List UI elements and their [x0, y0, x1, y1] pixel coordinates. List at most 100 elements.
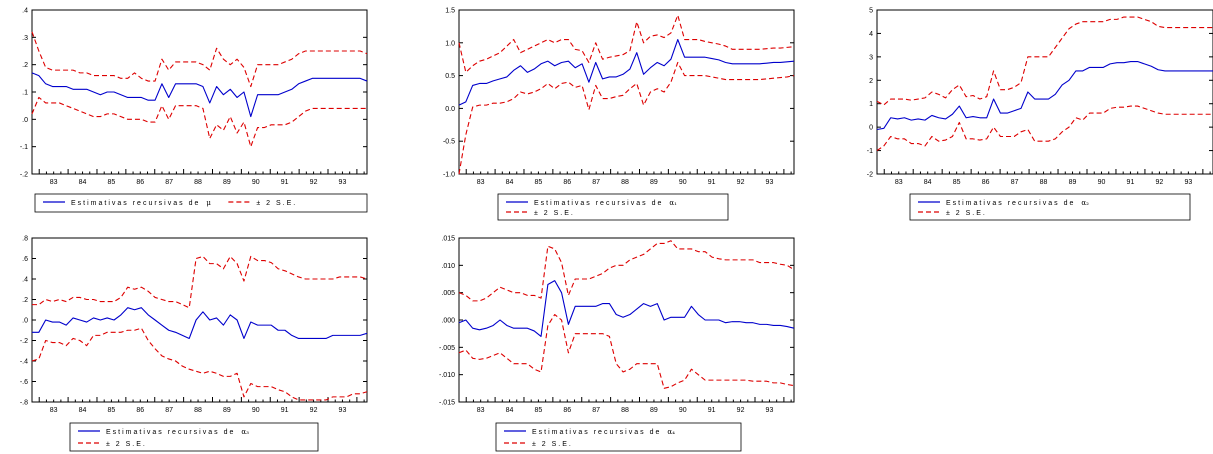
x-tick-label: 93 [1184, 179, 1192, 186]
legend-band-label: ± 2 S.E. [532, 441, 573, 448]
legend-estimate-label: Estimativas recursivas de [106, 429, 235, 436]
y-tick-label: 2 [869, 78, 873, 85]
upper-band-line [458, 240, 795, 302]
y-tick-label: -.6 [20, 379, 28, 386]
legend-estimate-symbol: μ [206, 199, 211, 207]
x-tick-label: 83 [477, 179, 485, 186]
y-tick-label: .1 [22, 90, 28, 97]
x-tick-label: 91 [1127, 179, 1135, 186]
chart-panel-5: .015 .010 .005 .000 -.005 -.010 -.015 83 84 85 86 8… [439, 236, 795, 452]
lower-band-line [458, 61, 795, 175]
x-tick-label: 85 [108, 407, 116, 414]
x-tick-label: 88 [194, 179, 202, 186]
x-tick-label: 87 [1011, 179, 1019, 186]
y-tick-label: .2 [22, 297, 28, 304]
y-tick-label: .005 [441, 290, 455, 297]
legend-frame [497, 193, 729, 221]
x-tick-label: 85 [535, 179, 543, 186]
upper-band-line [458, 14, 795, 73]
x-tick-label: 93 [339, 179, 347, 186]
y-tick-label: -.4 [20, 359, 28, 366]
x-tick-label: 83 [50, 407, 58, 414]
y-tick-label: 1.5 [445, 8, 455, 15]
y-tick-label: -.8 [20, 400, 28, 407]
legend-estimate-symbol: α₄ [667, 428, 675, 436]
y-tick-label: -0.5 [443, 139, 455, 146]
y-tick-label: 0 [869, 125, 873, 132]
y-tick-label: .6 [22, 256, 28, 263]
estimate-line [458, 38, 795, 106]
y-tick-label: .015 [441, 236, 455, 243]
x-tick-label: 90 [679, 179, 687, 186]
lower-band-line [458, 313, 795, 389]
legend-band-label: ± 2 S.E. [946, 210, 987, 217]
x-tick-label: 89 [650, 407, 658, 414]
x-tick-label: 92 [310, 179, 318, 186]
y-tick-label: .3 [22, 35, 28, 42]
estimate-line [32, 307, 368, 339]
plot-frame [31, 9, 368, 175]
chart-panel-3: 5 4 3 2 1 0 -1 -2 83 84 85 86 87 88 89 90 91 92 93 Estimati… [867, 8, 1213, 221]
legend: Estimativas recursivas de α₂ ± 2 S.E. [909, 193, 1191, 221]
estimate-line [31, 72, 368, 118]
legend: Estimativas recursivas de α₁ ± 2 S.E. [497, 193, 729, 221]
y-tick-label: .0 [22, 117, 28, 124]
legend-band-label: ± 2 S.E. [534, 210, 575, 217]
upper-band-line [32, 255, 368, 309]
legend-band-label: ± 2 S.E. [106, 441, 147, 448]
legend: Estimativas recursivas de α₃ ± 2 S.E. [69, 422, 319, 452]
x-tick-label: 86 [136, 179, 144, 186]
x-tick-label: 88 [621, 407, 629, 414]
y-tick-label: .8 [22, 236, 28, 243]
y-tick-label: 1 [869, 101, 873, 108]
y-tick-label: 4 [869, 31, 873, 38]
x-tick-label: 89 [223, 179, 231, 186]
estimate-line [876, 60, 1213, 131]
x-tick-label: 91 [281, 179, 289, 186]
x-tick-label: 91 [281, 407, 289, 414]
x-tick-label: 90 [252, 407, 260, 414]
y-tick-label: 1.0 [445, 40, 455, 47]
legend-frame [495, 422, 742, 452]
legend: Estimativas recursivas de μ ± 2 S.E. [34, 193, 368, 213]
plot-frame [876, 9, 1213, 175]
x-tick-label: 87 [592, 179, 600, 186]
x-tick-label: 93 [766, 407, 774, 414]
y-tick-label: -.015 [439, 400, 455, 407]
legend-estimate-symbol: α₃ [241, 428, 249, 436]
y-tick-label: -1 [867, 148, 873, 155]
legend-frame [909, 193, 1191, 221]
upper-band-line [31, 31, 368, 88]
lower-band-line [31, 327, 368, 401]
x-tick-label: 86 [982, 179, 990, 186]
x-tick-label: 88 [194, 407, 202, 414]
chart-panel-4: .8 .6 .4 .2 .0 -.2 -.4 -.6 -.8 83 84 85 86 87 88 89 90 91… [20, 236, 368, 452]
x-tick-label: 92 [310, 407, 318, 414]
x-tick-label: 87 [165, 407, 173, 414]
x-tick-label: 86 [563, 179, 571, 186]
y-tick-label: -2 [867, 172, 873, 179]
y-tick-label: -.005 [439, 345, 455, 352]
upper-band-line [876, 16, 1213, 106]
chart-panel-2: 1.5 1.0 0.5 0.0 -0.5 -1.0 83 84 85 86 87 88 89 90 91 92… [443, 8, 795, 221]
x-tick-label: 93 [766, 179, 774, 186]
y-tick-label: 5 [869, 8, 873, 15]
y-tick-label: -1.0 [443, 172, 455, 179]
y-tick-label: .4 [22, 277, 28, 284]
x-tick-label: 92 [737, 179, 745, 186]
y-tick-label: 3 [869, 54, 873, 61]
x-tick-label: 90 [252, 179, 260, 186]
x-tick-label: 84 [924, 179, 932, 186]
y-tick-label: .2 [22, 62, 28, 69]
x-tick-label: 84 [506, 407, 514, 414]
legend-frame [34, 193, 368, 213]
x-tick-label: 91 [708, 407, 716, 414]
y-tick-label: 0.5 [445, 73, 455, 80]
legend-band-label: ± 2 S.E. [256, 200, 297, 207]
legend-estimate-symbol: α₂ [1081, 199, 1089, 207]
y-tick-label: -.2 [20, 172, 28, 179]
y-tick-label: .4 [22, 8, 28, 15]
y-tick-label: -.1 [20, 144, 28, 151]
x-tick-label: 85 [535, 407, 543, 414]
